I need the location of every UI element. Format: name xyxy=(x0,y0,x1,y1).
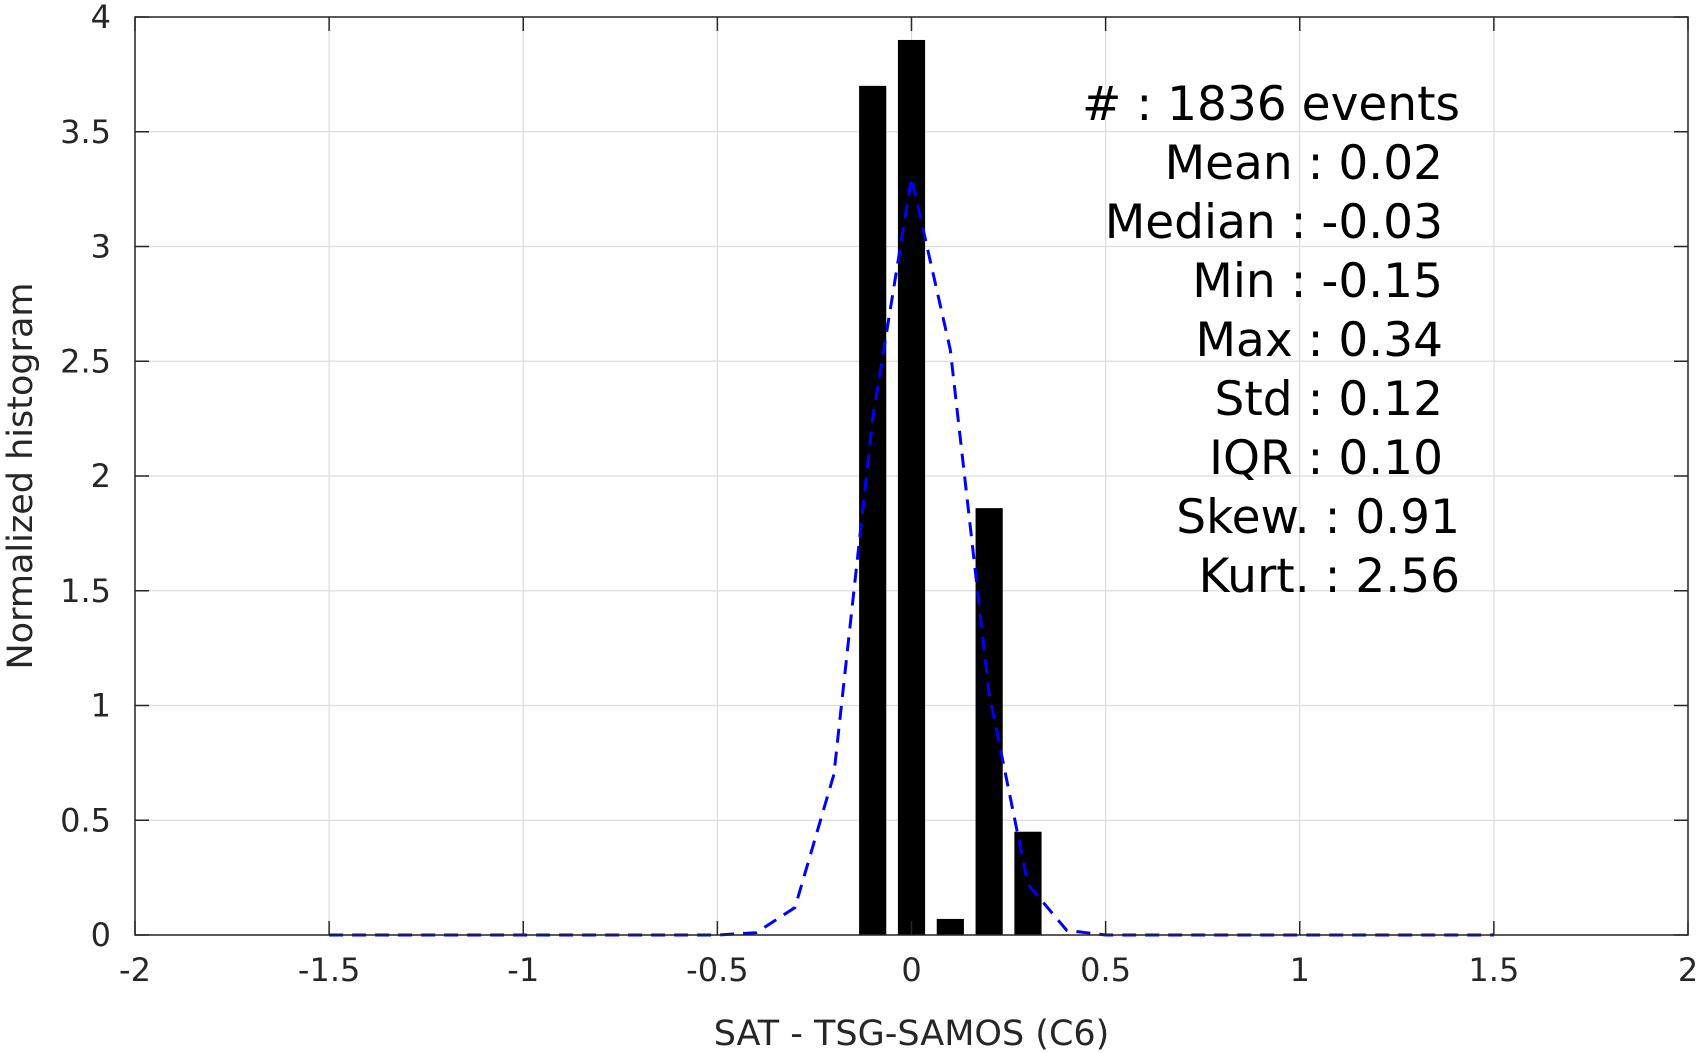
x-tick-label: -0.5 xyxy=(686,951,748,989)
x-tick-labels: -2 -1.5 -1 -0.5 0 0.5 1 1.5 2 xyxy=(119,951,1698,989)
y-tick-label: 2 xyxy=(91,457,111,495)
y-tick-label: 3 xyxy=(91,228,111,266)
histogram-bar xyxy=(1014,831,1042,935)
y-tick-label: 2.5 xyxy=(60,342,111,380)
axis-ticks xyxy=(134,16,1689,936)
x-tick-label: -2 xyxy=(119,951,151,989)
x-tick-label: 1 xyxy=(1290,951,1310,989)
stat-line: Std : 0.12 xyxy=(1215,372,1443,427)
y-tick-label: 1.5 xyxy=(60,572,111,610)
y-tick-label: 0.5 xyxy=(60,801,111,839)
y-tick-label: 0 xyxy=(91,916,111,954)
histogram-bar xyxy=(936,918,964,935)
stat-line: # : 1836 events xyxy=(1082,77,1460,132)
stat-line: IQR : 0.10 xyxy=(1209,431,1443,486)
stat-line: Median : -0.03 xyxy=(1105,195,1443,250)
y-tick-label: 3.5 xyxy=(60,113,111,151)
stat-line: Skew. : 0.91 xyxy=(1176,490,1460,545)
histogram-bar xyxy=(975,508,1003,935)
x-axis-label: SAT - TSG-SAMOS (C6) xyxy=(714,1014,1110,1053)
histogram-bar xyxy=(897,39,926,935)
x-tick-label: 1.5 xyxy=(1468,951,1519,989)
x-tick-label: -1 xyxy=(507,951,539,989)
x-tick-label: -1.5 xyxy=(298,951,360,989)
fit-curve xyxy=(329,177,1494,937)
y-tick-label: 1 xyxy=(91,687,111,725)
x-tick-label: 2 xyxy=(1678,951,1698,989)
y-tick-label: 4 xyxy=(91,0,111,36)
stat-line: Kurt. : 2.56 xyxy=(1199,549,1460,604)
y-tick-labels: 0 0.5 1 1.5 2 2.5 3 3.5 4 xyxy=(60,0,111,954)
histogram-bars xyxy=(859,39,1042,936)
stat-line: Mean : 0.02 xyxy=(1165,136,1443,191)
stat-line: Max : 0.34 xyxy=(1195,313,1443,368)
x-tick-label: 0.5 xyxy=(1080,951,1131,989)
x-tick-label: 0 xyxy=(901,951,921,989)
stat-line: Min : -0.15 xyxy=(1192,254,1443,309)
y-axis-label: Normalized histogram xyxy=(1,282,41,669)
